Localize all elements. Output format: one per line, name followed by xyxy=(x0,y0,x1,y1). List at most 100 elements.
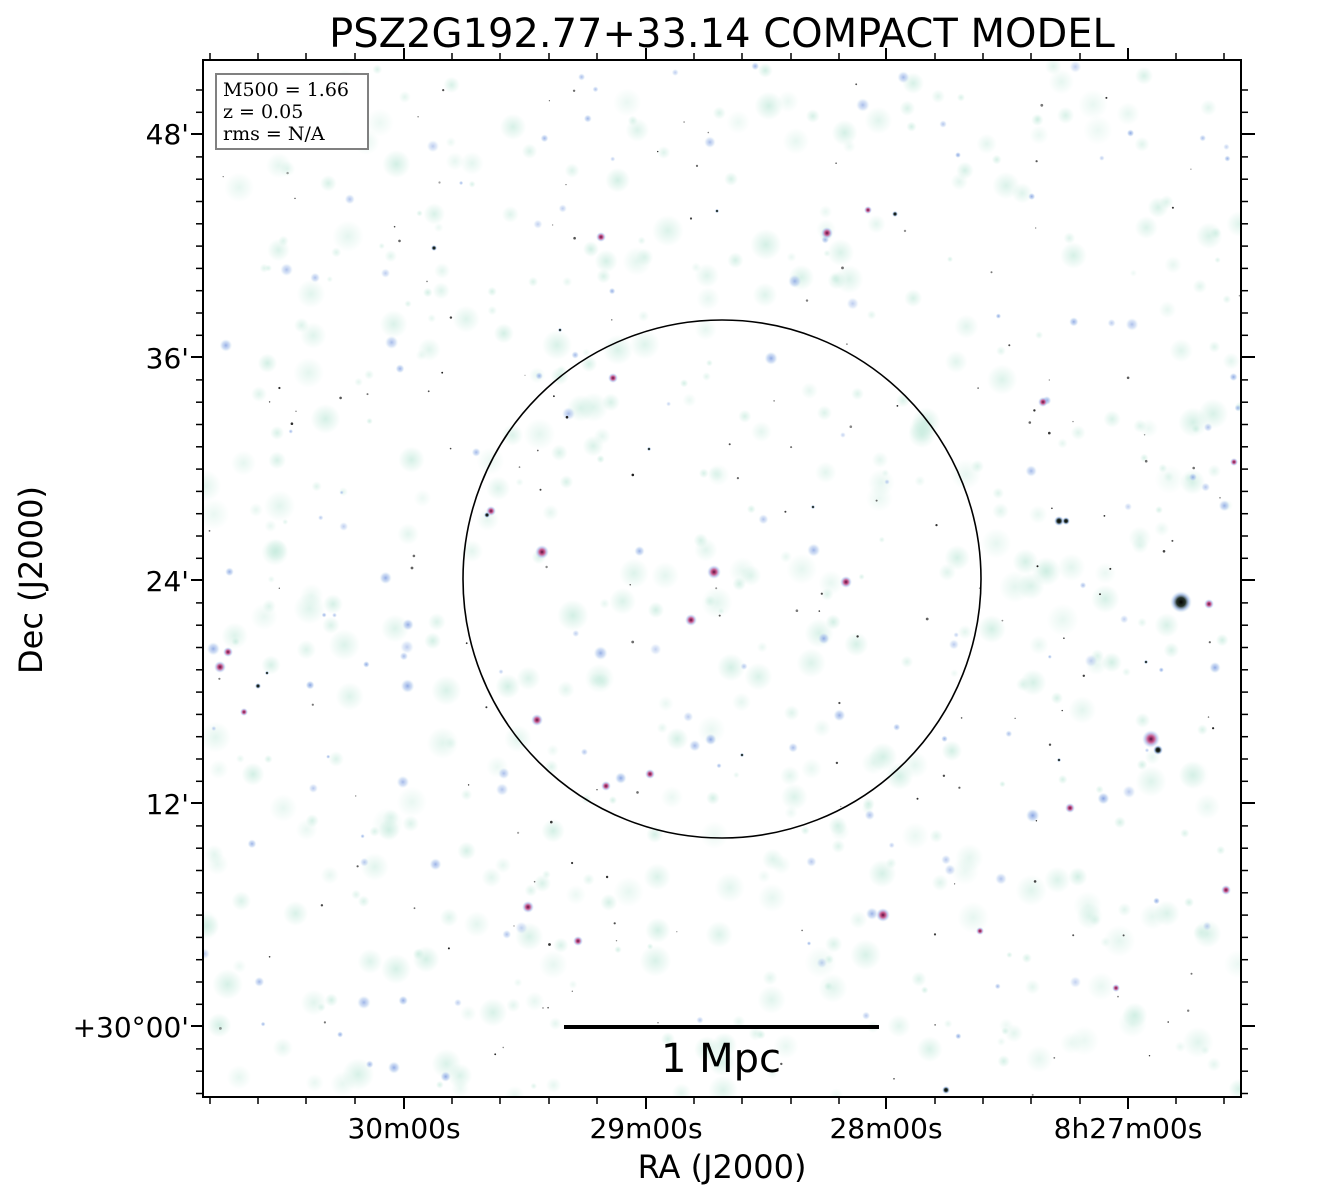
faint-source xyxy=(443,76,460,94)
blue-source xyxy=(571,351,579,359)
info-box: M500 = 1.66 z = 0.05 rms = N/A xyxy=(215,73,369,150)
faint-source xyxy=(293,357,324,389)
faint-source xyxy=(1100,936,1111,948)
faint-source xyxy=(568,980,578,989)
faint-source xyxy=(305,1073,324,1092)
blue-source xyxy=(206,642,220,656)
point-source xyxy=(1109,567,1112,570)
faint-source xyxy=(439,908,459,927)
point-source xyxy=(1082,674,1086,677)
faint-source xyxy=(257,353,278,373)
faint-source xyxy=(780,783,808,811)
faint-source xyxy=(270,425,285,440)
blue-source xyxy=(1069,60,1082,73)
point-source xyxy=(320,904,324,907)
faint-source xyxy=(1021,953,1032,964)
blue-source xyxy=(471,447,481,457)
faint-source xyxy=(342,1058,375,1091)
faint-source xyxy=(732,692,751,712)
blue-source xyxy=(704,136,716,148)
point-source xyxy=(1036,565,1039,568)
blue-source xyxy=(1047,654,1052,659)
blue-source xyxy=(862,1011,871,1020)
faint-source xyxy=(1114,816,1126,829)
point-source xyxy=(977,387,979,389)
blue-source xyxy=(360,834,365,839)
faint-source xyxy=(523,418,556,451)
faint-source xyxy=(697,715,726,744)
faint-source xyxy=(1214,256,1221,264)
faint-source xyxy=(756,1030,766,1040)
bright-source xyxy=(223,647,233,657)
faint-source xyxy=(283,901,309,926)
point-source xyxy=(518,466,521,468)
faint-source xyxy=(1057,553,1086,582)
point-source xyxy=(447,947,450,950)
faint-source xyxy=(267,575,275,583)
faint-source xyxy=(546,744,559,757)
faint-source xyxy=(728,557,757,585)
blue-source xyxy=(994,983,1001,990)
point-source xyxy=(565,415,569,419)
blue-source xyxy=(948,639,960,650)
faint-source xyxy=(433,222,444,233)
faint-source xyxy=(236,754,245,763)
faint-source xyxy=(366,417,373,425)
faint-source xyxy=(265,539,288,562)
bright-source xyxy=(645,769,655,779)
point-source xyxy=(835,162,837,164)
faint-source xyxy=(241,762,265,786)
blue-source xyxy=(751,62,760,71)
point-source xyxy=(715,587,718,590)
blue-source xyxy=(337,1031,344,1038)
faint-source xyxy=(645,917,671,943)
faint-source xyxy=(1028,505,1048,524)
peak-source xyxy=(484,512,490,518)
blue-source xyxy=(454,998,462,1007)
point-source xyxy=(571,990,573,992)
faint-source xyxy=(323,594,343,614)
bright-source xyxy=(1230,458,1238,466)
faint-source xyxy=(657,146,671,159)
blue-source xyxy=(1124,502,1132,511)
faint-source xyxy=(310,404,341,434)
faint-source xyxy=(904,289,923,308)
faint-source xyxy=(582,435,604,457)
point-source xyxy=(268,956,271,958)
point-source xyxy=(485,706,488,709)
faint-source xyxy=(619,558,649,589)
faint-source xyxy=(613,88,642,117)
blue-source xyxy=(788,742,798,753)
info-box-frame xyxy=(215,73,369,150)
faint-source xyxy=(578,392,609,423)
faint-source xyxy=(1207,464,1221,478)
faint-source xyxy=(698,468,709,479)
faint-source xyxy=(757,985,786,1014)
faint-source xyxy=(1012,548,1039,575)
faint-source xyxy=(559,475,574,489)
faint-source xyxy=(331,247,342,258)
faint-source xyxy=(1117,902,1132,917)
faint-source xyxy=(582,348,591,357)
point-source xyxy=(513,925,515,927)
point-source xyxy=(605,875,609,879)
faint-source xyxy=(231,450,256,476)
peak-source xyxy=(715,209,719,213)
blue-source xyxy=(498,669,504,675)
blue-source xyxy=(689,739,701,752)
blue-source xyxy=(897,71,910,84)
blue-source xyxy=(387,1061,401,1074)
faint-source xyxy=(382,809,399,826)
faint-source xyxy=(427,314,437,323)
point-source xyxy=(875,499,878,502)
peak-source xyxy=(558,328,562,332)
faint-source xyxy=(732,1015,746,1028)
blue-source xyxy=(1028,192,1036,201)
blue-source xyxy=(953,632,959,638)
faint-source xyxy=(680,379,689,388)
blue-source xyxy=(807,543,821,557)
faint-source xyxy=(1206,1057,1222,1072)
faint-source xyxy=(326,276,333,283)
faint-source xyxy=(530,1082,537,1090)
point-source xyxy=(849,425,853,429)
